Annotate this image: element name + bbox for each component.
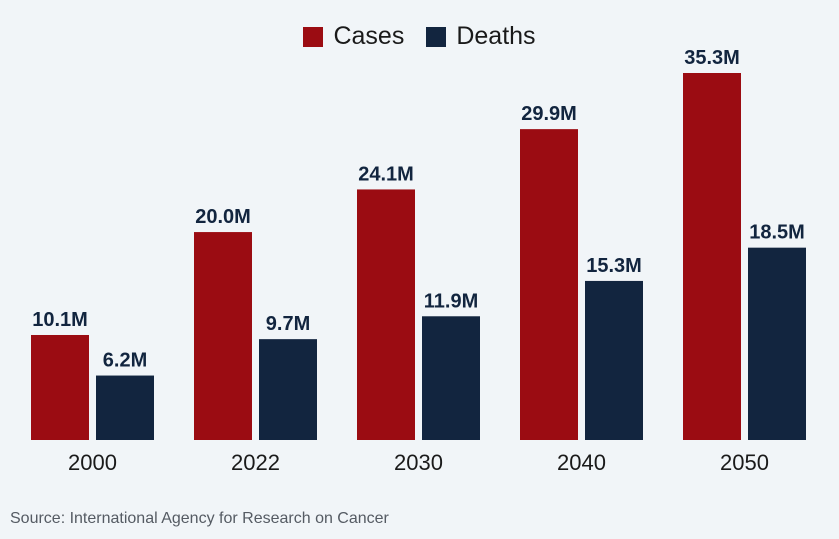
bar-cases-2030 [357,189,415,440]
bar-deaths-2030 [422,316,480,440]
data-label-deaths-2030: 11.9M [424,290,478,312]
x-tick-label-2022: 2022 [231,450,280,475]
data-label-deaths-2040: 15.3M [586,255,642,277]
x-tick-label-2050: 2050 [720,450,769,475]
bar-deaths-2022 [259,339,317,440]
data-label-deaths-2022: 9.7M [266,313,310,335]
x-tick-label-2000: 2000 [68,450,117,475]
data-label-deaths-2000: 6.2M [103,350,147,372]
bar-cases-2000 [31,334,89,440]
data-label-cases-2030: 24.1M [358,163,414,185]
data-label-cases-2000: 10.1M [32,309,88,331]
legend-label-cases: Cases [333,22,405,50]
legend-label-deaths: Deaths [456,22,536,50]
bar-cases-2022 [194,232,252,440]
data-label-cases-2050: 35.3M [684,47,740,69]
legend-swatch-cases [303,26,324,47]
bar-deaths-2000 [96,375,154,440]
legend: Cases Deaths [0,22,839,51]
legend-swatch-deaths [426,26,447,47]
x-tick-label-2030: 2030 [394,450,443,475]
source-note: Source: International Agency for Researc… [10,510,389,527]
bar-cases-2040 [520,129,578,440]
data-label-cases-2040: 29.9M [521,103,577,125]
bar-deaths-2040 [585,280,643,440]
bar-deaths-2050 [748,247,806,440]
bar-cases-2050 [683,73,741,440]
data-label-cases-2022: 20.0M [195,206,251,228]
legend-item-deaths: Deaths [426,22,536,51]
data-label-deaths-2050: 18.5M [749,222,805,244]
legend-item-cases: Cases [303,22,404,51]
x-tick-label-2040: 2040 [557,450,606,475]
